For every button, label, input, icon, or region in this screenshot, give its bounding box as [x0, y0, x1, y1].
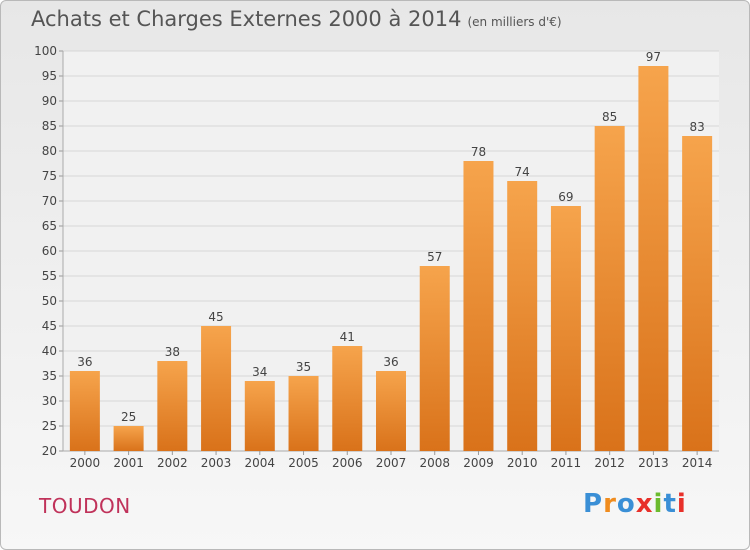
logo-letter: x	[635, 489, 654, 519]
x-tick-label: 2009	[463, 456, 494, 470]
bar-value-label: 36	[383, 355, 398, 369]
chart-title: Achats et Charges Externes 2000 à 2014 (e…	[31, 7, 562, 31]
bar-value-label: 85	[602, 110, 617, 124]
y-tick-label: 65	[42, 219, 57, 233]
bar	[69, 371, 100, 451]
x-tick-label: 2006	[332, 456, 363, 470]
x-tick-label: 2013	[638, 456, 669, 470]
bar	[113, 426, 144, 451]
y-tick-label: 75	[42, 169, 57, 183]
bar	[244, 381, 275, 451]
bar	[507, 181, 538, 451]
bar	[419, 266, 450, 451]
chart-subtitle: (en milliers d'€)	[467, 15, 562, 29]
bar-value-label: 78	[471, 145, 486, 159]
commune-name: TOUDON	[39, 494, 131, 518]
x-tick-label: 2002	[157, 456, 188, 470]
y-tick-label: 40	[42, 344, 57, 358]
bar	[550, 206, 581, 451]
y-tick-label: 70	[42, 194, 57, 208]
bar	[201, 326, 232, 451]
x-tick-label: 2000	[70, 456, 101, 470]
y-tick-label: 35	[42, 369, 57, 383]
bar	[332, 346, 363, 451]
logo-letter: r	[603, 489, 617, 519]
y-tick-label: 60	[42, 244, 57, 258]
y-tick-label: 100	[34, 44, 57, 58]
bar-value-label: 34	[252, 365, 267, 379]
x-tick-label: 2007	[376, 456, 407, 470]
bar	[376, 371, 406, 451]
y-tick-label: 55	[42, 269, 57, 283]
bar	[594, 126, 625, 451]
bar	[157, 361, 188, 451]
chart-title-text: Achats et Charges Externes 2000 à 2014	[31, 7, 462, 31]
x-tick-label: 2010	[507, 456, 538, 470]
bar-value-label: 38	[165, 345, 180, 359]
y-tick-label: 80	[42, 144, 57, 158]
bar-value-label: 36	[77, 355, 92, 369]
bar-value-label: 35	[296, 360, 311, 374]
logo-letter: o	[616, 489, 636, 519]
x-tick-label: 2003	[201, 456, 232, 470]
bar	[288, 376, 319, 451]
bar-value-label: 69	[558, 190, 573, 204]
y-tick-label: 95	[42, 69, 57, 83]
logo-letter: i	[653, 489, 664, 519]
x-tick-label: 2004	[245, 456, 276, 470]
bar	[638, 66, 669, 451]
bar-value-label: 74	[515, 165, 530, 179]
y-tick-label: 50	[42, 294, 57, 308]
x-tick-label: 2001	[113, 456, 144, 470]
bar	[682, 136, 713, 451]
logo-letter: P	[583, 489, 604, 519]
logo-letter: t	[663, 489, 677, 519]
x-tick-label: 2005	[288, 456, 319, 470]
bar-value-label: 57	[427, 250, 442, 264]
x-tick-label: 2014	[682, 456, 713, 470]
bar-value-label: 41	[340, 330, 355, 344]
bar-value-label: 25	[121, 410, 136, 424]
y-tick-label: 20	[42, 444, 57, 458]
x-tick-label: 2008	[419, 456, 450, 470]
x-tick-label: 2011	[551, 456, 582, 470]
y-tick-label: 85	[42, 119, 57, 133]
y-tick-label: 25	[42, 419, 57, 433]
x-tick-label: 2012	[594, 456, 625, 470]
y-tick-label: 30	[42, 394, 57, 408]
y-tick-label: 45	[42, 319, 57, 333]
logo-letter: i	[676, 489, 687, 519]
proxiti-logo: Proxiti	[583, 489, 687, 519]
bar-value-label: 83	[689, 120, 704, 134]
y-tick-label: 90	[42, 94, 57, 108]
bar	[463, 161, 494, 451]
bar-value-label: 45	[208, 310, 223, 324]
bar-value-label: 97	[646, 50, 661, 64]
